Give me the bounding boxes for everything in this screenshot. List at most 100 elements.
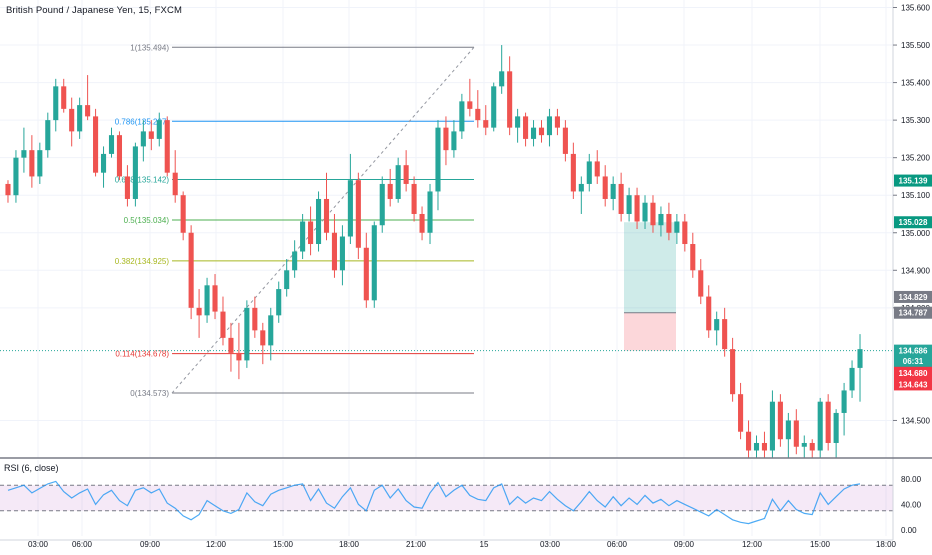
rsi-band <box>0 485 893 511</box>
x-tick-label: 03:00 <box>28 540 49 549</box>
candle-bullish <box>156 112 162 147</box>
candle-body <box>554 116 560 128</box>
x-tick-label: 06:00 <box>72 540 93 549</box>
candle-body <box>355 180 361 248</box>
candle-body <box>188 232 194 308</box>
candle-bullish <box>435 120 441 211</box>
candle-body <box>753 442 760 451</box>
candle-bullish <box>459 93 465 139</box>
candle-bullish <box>21 127 27 173</box>
candle-bullish <box>13 150 19 203</box>
candle-body <box>212 285 218 312</box>
candle-bearish <box>260 322 266 365</box>
candle-body <box>69 108 75 132</box>
candle-body <box>140 131 146 147</box>
candle-bearish <box>745 420 752 458</box>
candle-bearish <box>124 165 130 207</box>
price-label: 134.680 <box>899 369 928 378</box>
candle-body <box>93 116 99 173</box>
candle-bearish <box>523 112 529 147</box>
candle-body <box>308 221 314 245</box>
candle-bullish <box>100 146 107 188</box>
candle-body <box>45 120 51 151</box>
candle-body <box>379 183 385 226</box>
candle-bullish <box>37 142 43 184</box>
candle-body <box>100 153 107 173</box>
candle-bullish <box>785 412 791 458</box>
candle-bearish <box>483 105 489 136</box>
candle-body <box>849 367 855 391</box>
candle-bullish <box>108 127 115 158</box>
candle-bearish <box>252 296 258 338</box>
candle-body <box>395 165 401 199</box>
candle-bearish <box>228 322 234 372</box>
candle-bearish <box>29 135 35 188</box>
x-tick-label: 18:00 <box>339 540 360 549</box>
y-tick-label: 135.000 <box>901 229 930 238</box>
candle-body <box>300 221 306 252</box>
price-label: 134.686 <box>899 347 928 356</box>
y-tick-label: 134.900 <box>901 266 930 275</box>
fibonacci-retracement: 1(135.494) 0.786(135.297) 0.618(135.142) 0.… <box>115 43 475 398</box>
candle-body <box>833 412 839 443</box>
candle-bullish <box>546 108 553 147</box>
candle-body <box>371 225 377 301</box>
y-tick-label: 134.500 <box>901 416 930 425</box>
candle-body <box>363 247 369 301</box>
candle-body <box>714 319 720 331</box>
candle-body <box>785 420 791 440</box>
candle-body <box>523 116 529 139</box>
candle-bearish <box>164 116 170 177</box>
candle-bearish <box>682 213 688 252</box>
candle-bullish <box>45 112 51 158</box>
candle-bullish <box>857 334 863 402</box>
candle-body <box>228 337 234 353</box>
candle-bearish <box>85 75 91 121</box>
candles <box>0 45 893 458</box>
candle-bearish <box>650 195 656 233</box>
candle-bullish <box>276 281 282 323</box>
candle-body <box>610 183 616 199</box>
candle-body <box>578 183 584 192</box>
x-tick-label: 18:00 <box>876 540 897 549</box>
candle-bullish <box>515 108 521 143</box>
candle-body <box>642 202 648 222</box>
price-label-bg <box>894 174 932 187</box>
y-tick-label: 135.500 <box>901 41 930 50</box>
candle-body <box>13 157 19 196</box>
candle-body <box>347 180 353 237</box>
price-label: 134.787 <box>899 309 928 318</box>
candle-body <box>562 127 568 154</box>
candle-body <box>817 401 823 451</box>
candle-bearish <box>554 108 560 136</box>
candle-bearish <box>793 409 799 455</box>
candle-body <box>546 116 553 136</box>
candle-body <box>674 221 680 233</box>
candle-body <box>530 127 537 139</box>
candle-bearish <box>761 431 768 458</box>
candle-bearish <box>69 97 75 147</box>
candle-bullish <box>140 120 146 162</box>
candle-bearish <box>188 225 194 320</box>
candle-bullish <box>769 390 775 458</box>
candle-body <box>148 131 154 139</box>
candle-bearish <box>738 382 744 440</box>
price-label-bg <box>894 344 932 357</box>
candle-bearish <box>363 232 369 308</box>
candle-bullish <box>339 225 345 286</box>
y-tick-label: 135.200 <box>901 154 930 163</box>
candle-body <box>196 307 202 316</box>
candle-bullish <box>53 78 59 132</box>
candle-bullish <box>674 213 680 245</box>
candle-body <box>236 352 242 361</box>
candle-bullish <box>244 300 250 368</box>
price-label-bg <box>894 355 932 368</box>
candle-body <box>706 296 712 331</box>
candle-body <box>809 442 815 451</box>
candle-bearish <box>355 172 361 260</box>
candle-body <box>467 101 473 109</box>
fib-level-label: 1(135.494) <box>130 43 169 52</box>
candle-bullish <box>610 176 616 211</box>
